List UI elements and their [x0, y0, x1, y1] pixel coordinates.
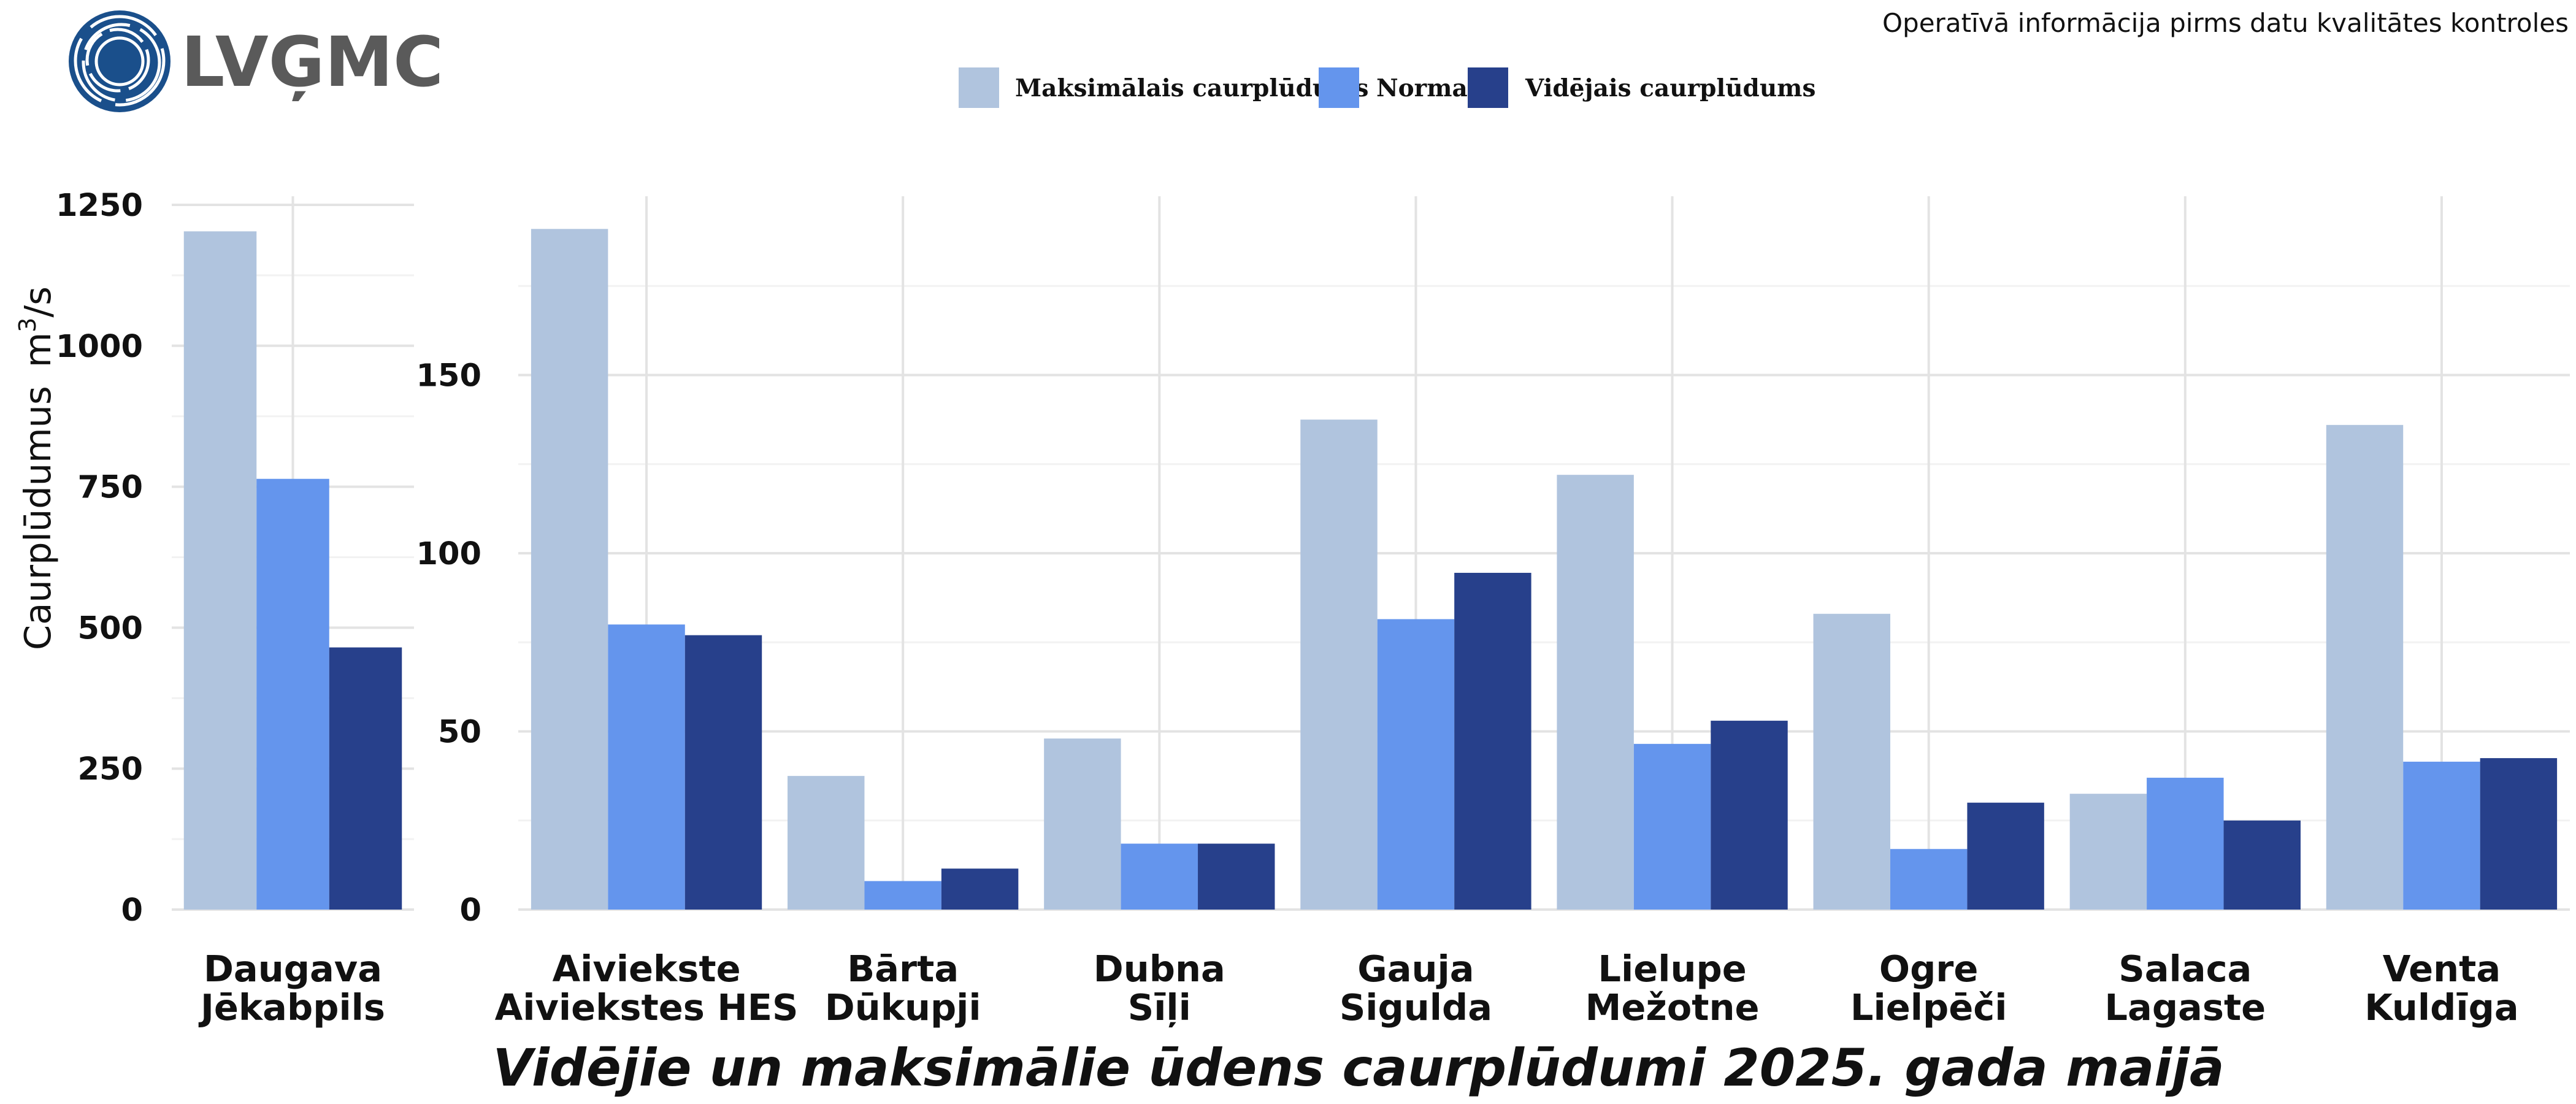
- x-category-label: Venta: [2383, 948, 2501, 990]
- svg-text:Caurplūdumusm3/s: Caurplūdumus m3/s: [14, 286, 59, 650]
- y-tick-label: 100: [416, 536, 481, 572]
- bar-2-7: [2480, 758, 2558, 910]
- x-category-label: Aiviekstes HES: [495, 986, 799, 1029]
- bar-2-5: [1967, 802, 2044, 910]
- x-category-label: Bārta: [847, 948, 959, 990]
- bar-0-0: [531, 229, 608, 910]
- legend-swatch-1: [1319, 67, 1359, 108]
- y-tick-label: 1250: [56, 188, 143, 224]
- y-axis-unit-sup: 3: [14, 318, 41, 332]
- y-axis-unit-rest: /s: [17, 286, 59, 318]
- bar-0-7: [2326, 424, 2404, 910]
- x-category-label: Dubna: [1094, 948, 1225, 990]
- bar-0-0: [183, 231, 257, 910]
- legend: Maksimālais caurplūdums Norma Vidējais cau…: [959, 67, 1815, 108]
- y-tick-label: 750: [78, 470, 143, 506]
- x-category-label: Jēkabpils: [198, 986, 385, 1029]
- legend-label-1: Norma: [1376, 74, 1468, 102]
- y-tick-label: 150: [416, 358, 481, 394]
- bar-2-4: [1711, 721, 1788, 910]
- bar-1-1: [864, 881, 941, 910]
- bar-0-2: [1044, 738, 1121, 910]
- legend-swatch-0: [959, 67, 999, 108]
- bar-1-0: [256, 478, 329, 910]
- bar-2-2: [1198, 843, 1275, 910]
- x-category-label: Salaca: [2118, 948, 2252, 990]
- x-category-label: Dūkupji: [825, 986, 981, 1029]
- bar-2-0: [684, 635, 762, 910]
- bar-1-4: [1633, 743, 1711, 910]
- chart-title: Vidējie un maksimālie ūdens caurplūdumi …: [493, 1038, 2224, 1098]
- y-tick-label: 0: [460, 892, 482, 929]
- x-category-label: Mežotne: [1585, 986, 1760, 1029]
- bar-1-2: [1121, 843, 1198, 910]
- legend-label-0: Maksimālais caurplūdums: [1015, 74, 1368, 102]
- x-category-label: Aiviekste: [552, 948, 740, 990]
- bar-0-5: [1813, 613, 1890, 910]
- bar-0-4: [1557, 475, 1634, 910]
- x-category-label: Ogre: [1879, 948, 1979, 990]
- bar-1-0: [608, 624, 685, 910]
- bar-1-5: [1890, 849, 1968, 910]
- x-category-label: Daugava: [204, 948, 382, 990]
- bar-0-6: [2069, 794, 2147, 910]
- y-axis-unit-base: m: [17, 332, 59, 367]
- x-category-label: Lielupe: [1598, 948, 1746, 990]
- data-quality-note: Operatīvā informācija pirms datu kvalitā…: [1882, 8, 2569, 38]
- y-axis-label-text: Caurplūdumus: [17, 386, 59, 650]
- bar-0-1: [788, 776, 865, 910]
- x-category-label: Lagaste: [2104, 986, 2266, 1029]
- y-tick-label: 50: [438, 715, 481, 751]
- bar-2-6: [2223, 820, 2301, 910]
- y-tick-label: 500: [78, 610, 143, 646]
- y-tick-label: 250: [78, 751, 143, 788]
- bar-2-3: [1454, 572, 1531, 910]
- y-axis-label: Caurplūdumus m3/s: [14, 286, 59, 650]
- bar-0-3: [1300, 420, 1378, 910]
- bar-2-1: [941, 868, 1019, 910]
- x-category-label: Gauja: [1357, 948, 1474, 990]
- bar-2-0: [329, 647, 402, 910]
- x-category-label: Sīļi: [1128, 986, 1191, 1029]
- bar-1-3: [1377, 619, 1455, 910]
- x-category-label: Lielpēči: [1850, 986, 2007, 1029]
- lvgmc-logo: LVĢMC: [69, 10, 443, 112]
- legend-label-2: Vidējais caurplūdums: [1525, 74, 1815, 102]
- x-category-label: Kuldīga: [2364, 986, 2518, 1029]
- logo-rings-icon: [74, 15, 166, 107]
- logo-text: LVĢMC: [181, 23, 443, 102]
- x-category-label: Sigulda: [1340, 986, 1492, 1029]
- bar-1-7: [2403, 761, 2480, 910]
- y-tick-label: 1000: [56, 329, 143, 365]
- legend-swatch-2: [1468, 67, 1508, 108]
- bar-1-6: [2147, 778, 2224, 910]
- y-tick-label: 0: [121, 892, 144, 929]
